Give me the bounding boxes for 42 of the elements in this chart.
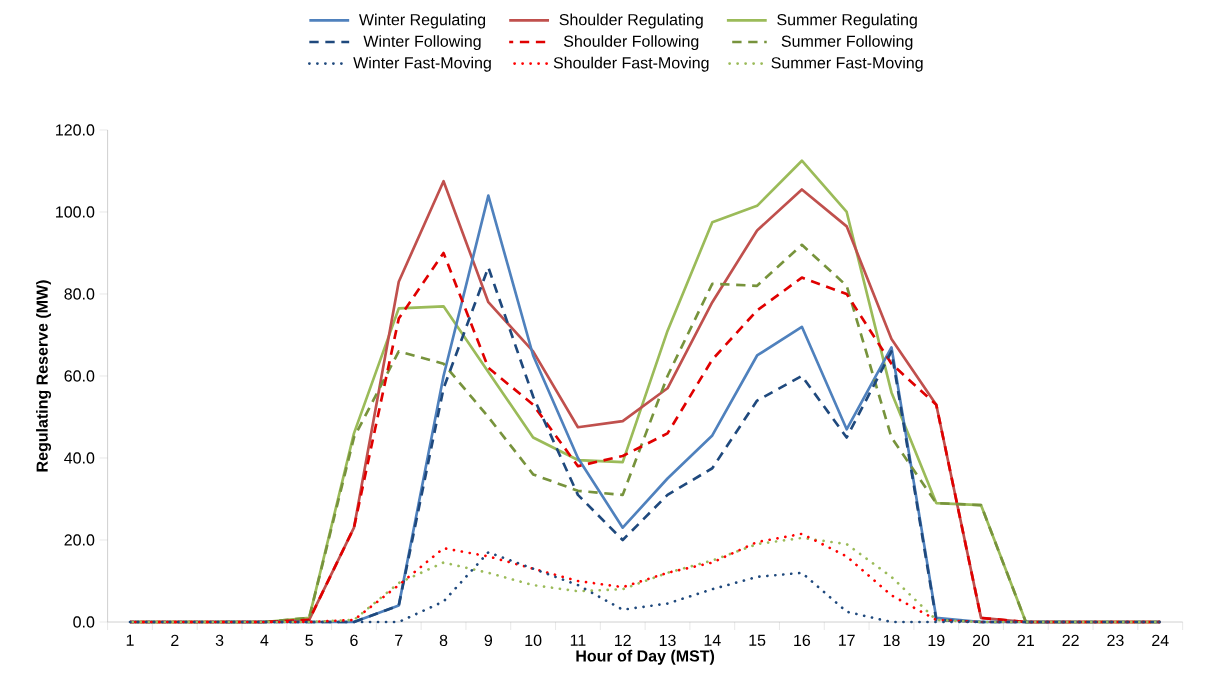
y-tick-label: 120.0 bbox=[56, 124, 95, 136]
legend-label: Shoulder Fast-Moving bbox=[553, 56, 709, 72]
legend-label: Winter Fast-Moving bbox=[353, 56, 491, 72]
x-tick-label: 2 bbox=[171, 634, 179, 646]
legend-label: Winter Following bbox=[363, 35, 481, 51]
x-tick-label: 20 bbox=[972, 634, 990, 647]
y-tick-label: 20.0 bbox=[64, 534, 95, 546]
x-tick-label: 16 bbox=[794, 634, 811, 647]
x-tick-label: 10 bbox=[525, 634, 542, 647]
x-tick-label: 22 bbox=[1062, 634, 1079, 646]
y-tick-label: 80.0 bbox=[64, 288, 95, 300]
legend-label: Summer Fast-Moving bbox=[771, 56, 923, 72]
x-tick-label: 3 bbox=[215, 634, 224, 647]
x-tick-label: 19 bbox=[928, 634, 945, 647]
x-tick-label: 5 bbox=[305, 634, 313, 646]
legend-label: Winter Regulating bbox=[359, 13, 486, 29]
legend-label: Shoulder Following bbox=[563, 35, 699, 51]
x-tick-label: 4 bbox=[260, 634, 269, 646]
x-tick-label: 23 bbox=[1107, 634, 1124, 647]
x-tick-label: 11 bbox=[570, 634, 586, 646]
x-tick-label: 18 bbox=[883, 634, 900, 647]
x-tick-label: 6 bbox=[350, 634, 358, 647]
x-tick-label: 7 bbox=[395, 634, 403, 646]
legend-label: Summer Regulating bbox=[777, 13, 917, 29]
legend-label: Shoulder Regulating bbox=[559, 13, 703, 29]
x-tick-label: 21 bbox=[1017, 634, 1034, 646]
y-tick-label: 0.0 bbox=[73, 616, 95, 628]
x-tick-label: 17 bbox=[838, 634, 855, 646]
x-tick-label: 9 bbox=[484, 634, 493, 647]
legend-label: Summer Following bbox=[781, 35, 913, 51]
x-tick-label: 13 bbox=[659, 634, 676, 647]
x-tick-label: 12 bbox=[615, 634, 631, 646]
x-axis-title: Hour of Day (MST) bbox=[576, 649, 715, 665]
y-tick-label: 100.0 bbox=[56, 206, 95, 218]
x-tick-label: 14 bbox=[704, 634, 721, 646]
y-tick-label: 60.0 bbox=[64, 370, 95, 382]
x-tick-label: 24 bbox=[1152, 634, 1169, 646]
x-tick-label: 15 bbox=[749, 634, 766, 646]
x-tick-label: 1 bbox=[126, 634, 134, 646]
y-tick-label: 40.0 bbox=[64, 452, 95, 464]
y-axis-title: Regulating Reserve (MW) bbox=[36, 280, 52, 472]
x-tick-label: 8 bbox=[439, 634, 448, 647]
